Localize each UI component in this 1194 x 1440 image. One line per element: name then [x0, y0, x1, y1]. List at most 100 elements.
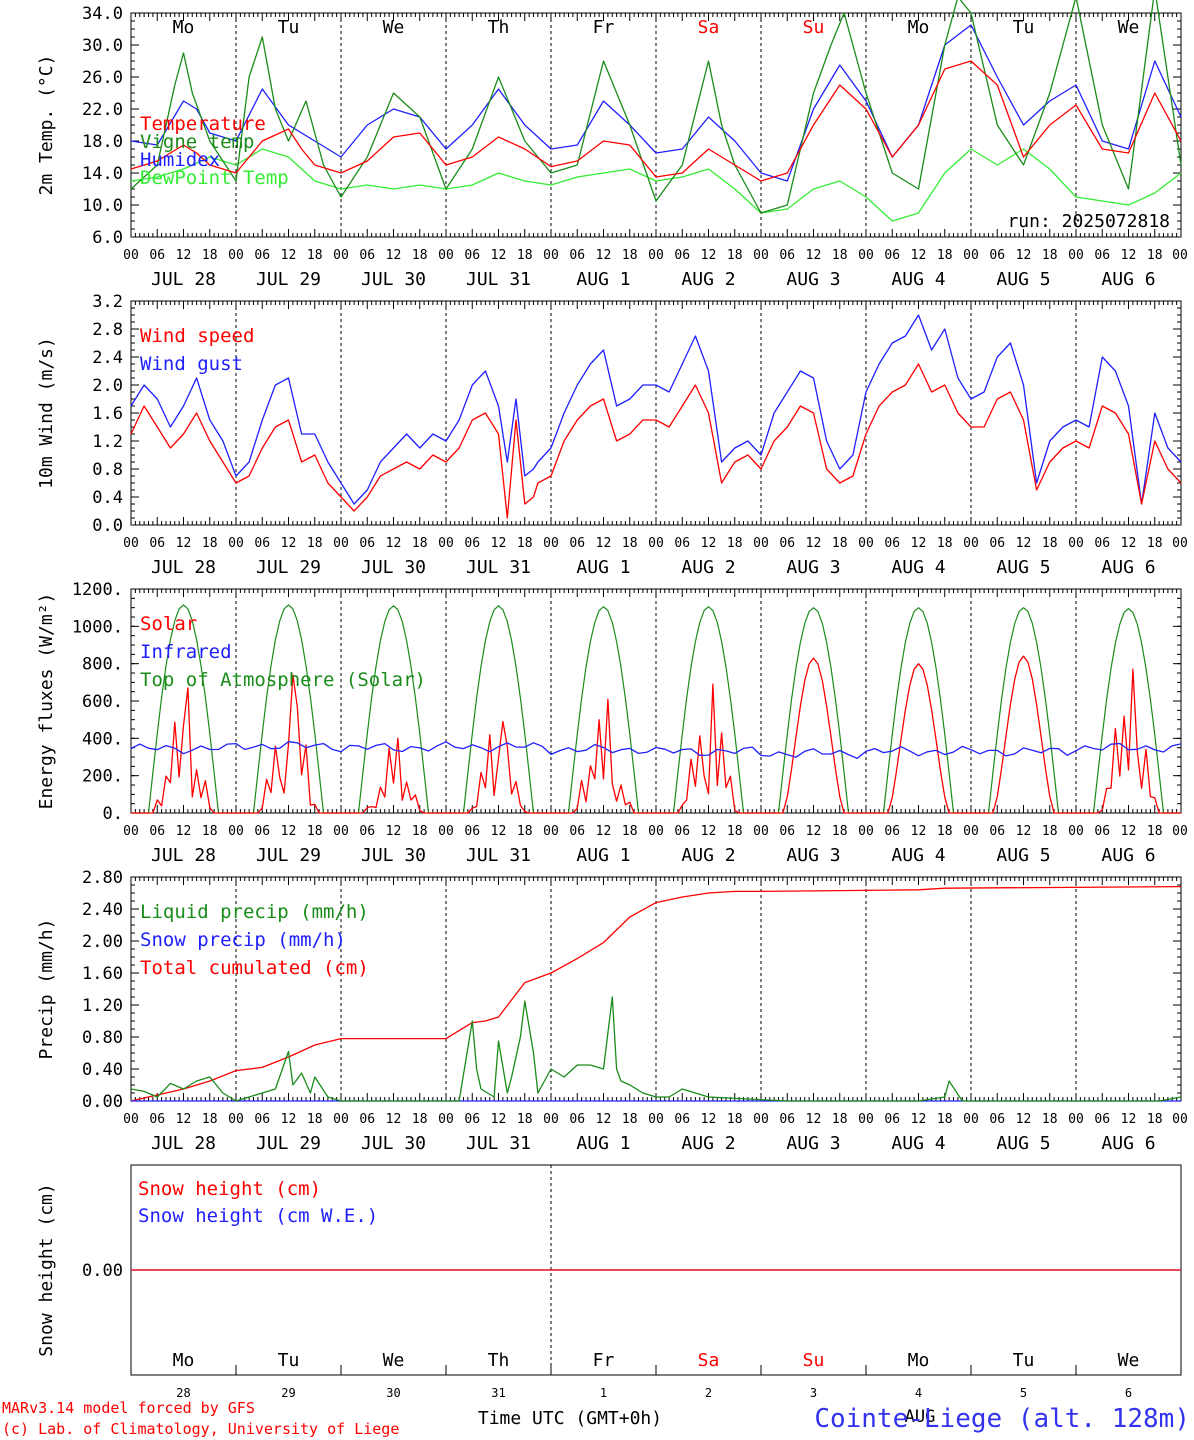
date-label: AUG 4: [891, 1133, 945, 1154]
hour-tick-label: 12: [1121, 1112, 1137, 1127]
hour-tick-label: 18: [622, 824, 638, 839]
y-tick-label: 14.0: [82, 164, 123, 184]
hour-tick-label: 00: [1172, 824, 1188, 839]
panel-2: 00 06 12 18 JUL 28 00 06 12 18 JUL 29 00 06 12 18 JUL …: [36, 292, 1188, 578]
hour-tick-label: 00: [648, 1112, 664, 1127]
y-tick-label: 34.0: [82, 4, 123, 24]
hour-tick-label: 00: [1068, 248, 1084, 263]
hour-tick-label: 00: [963, 824, 979, 839]
hour-tick-label: 18: [1147, 824, 1163, 839]
hour-tick-label: 12: [701, 536, 717, 551]
hour-tick-label: 00: [333, 536, 349, 551]
hour-tick-label: 18: [307, 1112, 323, 1127]
hour-tick-label: 12: [911, 824, 927, 839]
run-label: run: 2025072818: [1007, 211, 1170, 232]
date-label: JUL 31: [466, 845, 531, 866]
y-tick-label: 2.8: [92, 320, 123, 340]
hour-tick-label: 18: [622, 1112, 638, 1127]
y-tick-label: 2.00: [82, 932, 123, 952]
hour-tick-label: 06: [464, 1112, 480, 1127]
hour-tick-label: 00: [858, 536, 874, 551]
hour-tick-label: 00: [963, 248, 979, 263]
hour-tick-label: 18: [1147, 536, 1163, 551]
hour-tick-label: 00: [753, 824, 769, 839]
hour-tick-label: 18: [727, 1112, 743, 1127]
hour-tick-label: 18: [937, 1112, 953, 1127]
hour-tick-label: 06: [254, 536, 270, 551]
hour-tick-label: 18: [937, 824, 953, 839]
date-label: JUL 31: [466, 269, 531, 290]
hour-tick-label: 18: [937, 248, 953, 263]
hour-tick-label: 12: [596, 248, 612, 263]
hour-tick-label: 00: [543, 248, 559, 263]
hour-tick-label: 12: [491, 248, 507, 263]
y-tick-label: 0.00: [82, 1092, 123, 1112]
date-label: AUG 5: [996, 269, 1050, 290]
series-line: [130, 148, 1182, 222]
date-label: AUG 4: [891, 269, 945, 290]
y-tick-label: 6.0: [92, 228, 123, 248]
hour-tick-label: 06: [359, 824, 375, 839]
hour-tick-label: 06: [989, 824, 1005, 839]
hour-tick-label: 00: [228, 824, 244, 839]
hour-tick-label: 12: [911, 1112, 927, 1127]
hour-tick-label: 12: [701, 248, 717, 263]
date-label: JUL 29: [256, 557, 321, 578]
hour-tick-label: 00: [333, 1112, 349, 1127]
legend-entry: Wind speed: [140, 325, 254, 347]
weekday-label: We: [383, 1350, 405, 1371]
hour-tick-label: 06: [779, 248, 795, 263]
hour-tick-label: 18: [412, 1112, 428, 1127]
hour-tick-label: 06: [884, 824, 900, 839]
panel-frame: [130, 588, 1182, 814]
hour-tick-label: 00: [228, 248, 244, 263]
legend-entry: Infrared: [140, 641, 232, 663]
weekday-label: Tu: [278, 17, 300, 38]
weekday-label: Mo: [908, 17, 930, 38]
panel-3: 00 06 12 18 JUL 28 00 06 12 18 JUL 29 00 06 12 18 JUL …: [36, 580, 1188, 866]
date-label: AUG 2: [681, 269, 735, 290]
y-tick-label: 800.: [82, 655, 123, 675]
hour-tick-label: 00: [438, 1112, 454, 1127]
date-label: AUG 1: [576, 845, 630, 866]
date-label: AUG 4: [891, 557, 945, 578]
hour-tick-label: 12: [281, 248, 297, 263]
weekday-label: Su: [803, 1350, 825, 1371]
y-tick-label: 22.0: [82, 100, 123, 120]
date-label: AUG 5: [996, 845, 1050, 866]
hour-tick-label: 00: [543, 824, 559, 839]
day-number-label: 2: [705, 1386, 712, 1400]
hour-tick-label: 12: [596, 1112, 612, 1127]
copyright: (c) Lab. of Climatology, University of L…: [2, 1420, 399, 1438]
weekday-label: We: [1118, 17, 1140, 38]
y-tick-label: 0.4: [92, 488, 123, 508]
hour-tick-label: 00: [1172, 248, 1188, 263]
y-tick-label: 2.40: [82, 900, 123, 920]
hour-tick-label: 18: [202, 536, 218, 551]
hour-tick-label: 00: [648, 248, 664, 263]
hour-tick-label: 12: [1016, 1112, 1032, 1127]
y-axis-label: 2m Temp. (°C): [36, 55, 57, 196]
infrared-line: [130, 741, 1182, 760]
hour-tick-label: 06: [254, 1112, 270, 1127]
weekday-label: Mo: [173, 17, 195, 38]
hour-tick-label: 18: [202, 824, 218, 839]
hour-tick-label: 00: [228, 536, 244, 551]
weekday-label: Mo: [173, 1350, 195, 1371]
date-label: JUL 30: [361, 557, 426, 578]
date-label: AUG 5: [996, 1133, 1050, 1154]
day-number-label: 30: [386, 1386, 400, 1400]
hour-tick-label: 18: [1042, 824, 1058, 839]
hour-tick-label: 00: [963, 1112, 979, 1127]
hour-tick-label: 06: [779, 536, 795, 551]
date-label: AUG 5: [996, 557, 1050, 578]
hour-tick-label: 18: [727, 824, 743, 839]
hour-tick-label: 18: [622, 536, 638, 551]
series-line: [130, 24, 1182, 182]
hour-tick-label: 18: [1042, 536, 1058, 551]
hour-tick-label: 12: [386, 1112, 402, 1127]
panel-5: Mo 28 Tu 29 We 30 Th 31 Fr 1 Sa 2 Su 3 Mo 4 Tu 5 We 6 0.00 Sn…: [36, 1164, 1182, 1400]
hour-tick-label: 18: [1147, 248, 1163, 263]
hour-tick-label: 00: [1172, 536, 1188, 551]
y-tick-label: 0.00: [82, 1261, 123, 1281]
